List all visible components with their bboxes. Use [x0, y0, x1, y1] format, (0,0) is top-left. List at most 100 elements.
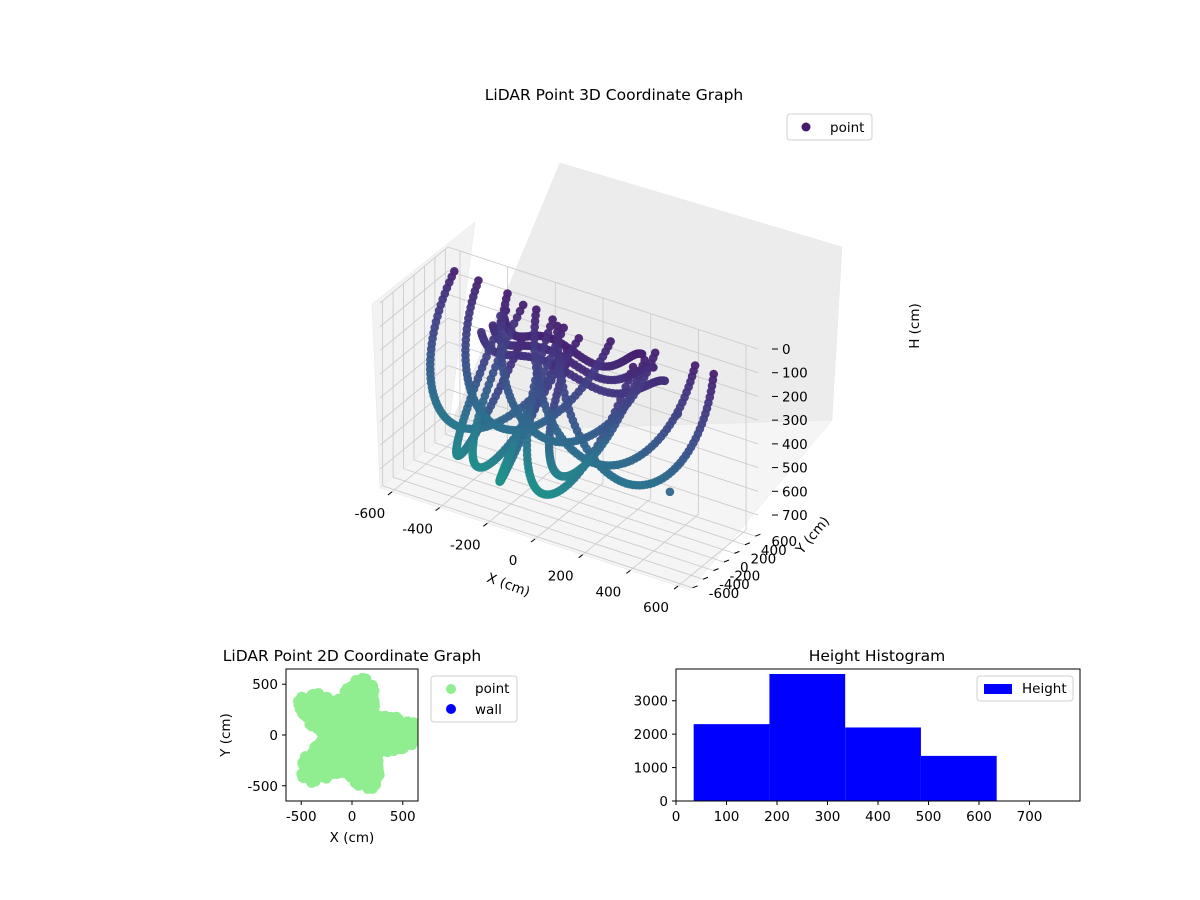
point-2d	[355, 686, 367, 698]
axes-2d: -500 0 500 -500 0 500	[247, 677, 415, 825]
point-3d	[452, 450, 462, 460]
point-2d	[372, 755, 384, 767]
x-3d-tick-label: -600	[355, 506, 386, 522]
grid-3d-back-z	[447, 294, 759, 397]
point-2d	[373, 710, 385, 722]
histogram-legend-label: Height	[1022, 681, 1067, 697]
point-2d	[324, 745, 336, 757]
point-2d	[310, 705, 322, 716]
x-hist-tick-label: 600	[966, 809, 992, 825]
point-2d	[347, 767, 359, 779]
grid-3d-floor-y	[445, 433, 756, 537]
legend-3d: point	[786, 113, 873, 141]
point-2d	[384, 713, 396, 725]
point-3d	[539, 342, 549, 352]
point-3d	[660, 376, 670, 386]
point-2d	[307, 692, 319, 704]
x-3d-tick-label: 600	[643, 600, 669, 616]
point-3d	[673, 409, 683, 419]
point-2d	[326, 715, 338, 727]
x-3d-tick	[530, 538, 536, 543]
scatter-3d-points	[425, 267, 718, 499]
z-3d-tick-label: 500	[782, 461, 808, 477]
point-2d	[296, 691, 308, 703]
point-2d	[299, 769, 311, 781]
grid-3d-left-z	[379, 412, 449, 470]
scatter-2d-points	[293, 672, 418, 794]
grid-3d-back-z	[447, 246, 759, 350]
point-3d	[536, 488, 545, 498]
point-3d	[537, 349, 547, 358]
point-2d	[377, 726, 389, 737]
point-2d	[405, 721, 417, 732]
x-3d-tick-label: -400	[402, 522, 433, 538]
point-2d	[337, 713, 349, 725]
y-3d-tick	[723, 559, 730, 563]
x-hist-tick-label: 500	[916, 809, 942, 825]
histogram-title: Height Histogram	[809, 647, 946, 665]
axes-3d: -600-400-2000200400600-600-400-200020040…	[355, 342, 808, 616]
grid-3d-floor-y	[434, 442, 746, 546]
point-2d	[358, 754, 370, 766]
histogram-legend: Height	[976, 675, 1074, 702]
z-3d-tick-label: 100	[782, 366, 808, 382]
x-2d-tick-label: 0	[348, 809, 357, 825]
legend-2d-wall-marker	[446, 704, 456, 714]
point-3d	[471, 461, 481, 471]
y-2d-tick-label: -500	[247, 779, 278, 795]
point-2d	[380, 737, 392, 748]
y-3d-tick	[692, 585, 698, 589]
point-3d	[600, 375, 609, 384]
point-2d	[363, 742, 374, 754]
y-hist-tick-label: 1000	[634, 761, 668, 777]
y-3d-tick	[713, 568, 719, 572]
x-3d-tick	[578, 554, 583, 559]
point-2d	[306, 719, 318, 731]
y-hist-tick-label: 2000	[634, 727, 668, 743]
point-3d	[493, 422, 503, 432]
point-2d	[357, 672, 369, 684]
x-3d-tick	[673, 585, 679, 590]
point-3d	[548, 315, 557, 324]
histogram-bar	[769, 674, 846, 801]
y-3d-tick	[702, 576, 709, 580]
point-3d	[541, 335, 551, 345]
point-3d	[543, 328, 553, 338]
point-3d	[546, 322, 555, 331]
point-2d	[329, 699, 341, 711]
histogram-bars	[693, 674, 997, 801]
z-3d-tick-label: 200	[782, 389, 808, 405]
point-2d	[333, 733, 345, 745]
point-2d	[322, 733, 334, 745]
chart-2d-title: LiDAR Point 2D Coordinate Graph	[223, 647, 481, 665]
grid-3d-left-z	[379, 246, 449, 304]
x-3d-tick	[387, 491, 393, 496]
x-2d-tick-label: 500	[390, 809, 416, 825]
point-3d	[542, 434, 551, 444]
y-2d-tick-label: 500	[252, 677, 278, 693]
y-3d-tick-label: 400	[761, 543, 787, 559]
x-hist-tick-label: 700	[1017, 809, 1043, 825]
y-2d-tick-label: 0	[269, 728, 278, 744]
z-3d-tick-label: 0	[782, 342, 791, 358]
point-3d	[496, 311, 505, 321]
y-3d-tick	[744, 542, 751, 546]
point-2d	[301, 711, 313, 723]
point-2d	[360, 718, 372, 730]
x-3d-tick-label: -200	[450, 537, 481, 553]
y-3d-tick-label: 0	[740, 560, 749, 576]
point-3d	[604, 388, 614, 397]
x-2d-tick-label: -500	[286, 809, 317, 825]
y-hist-tick-label: 0	[659, 794, 668, 810]
point-2d	[368, 778, 380, 790]
grid-3d-floor-y	[392, 476, 704, 580]
x-hist-tick-label: 200	[764, 809, 790, 825]
point-2d	[399, 729, 411, 741]
point-2d	[321, 703, 332, 715]
point-2d	[345, 691, 357, 703]
y-axis-2d-label: Y (cm)	[218, 713, 234, 758]
histogram-bar	[920, 755, 997, 801]
grid-3d-left-z	[379, 365, 449, 422]
y-3d-tick-label: -600	[709, 586, 740, 602]
point-3d	[559, 472, 569, 481]
